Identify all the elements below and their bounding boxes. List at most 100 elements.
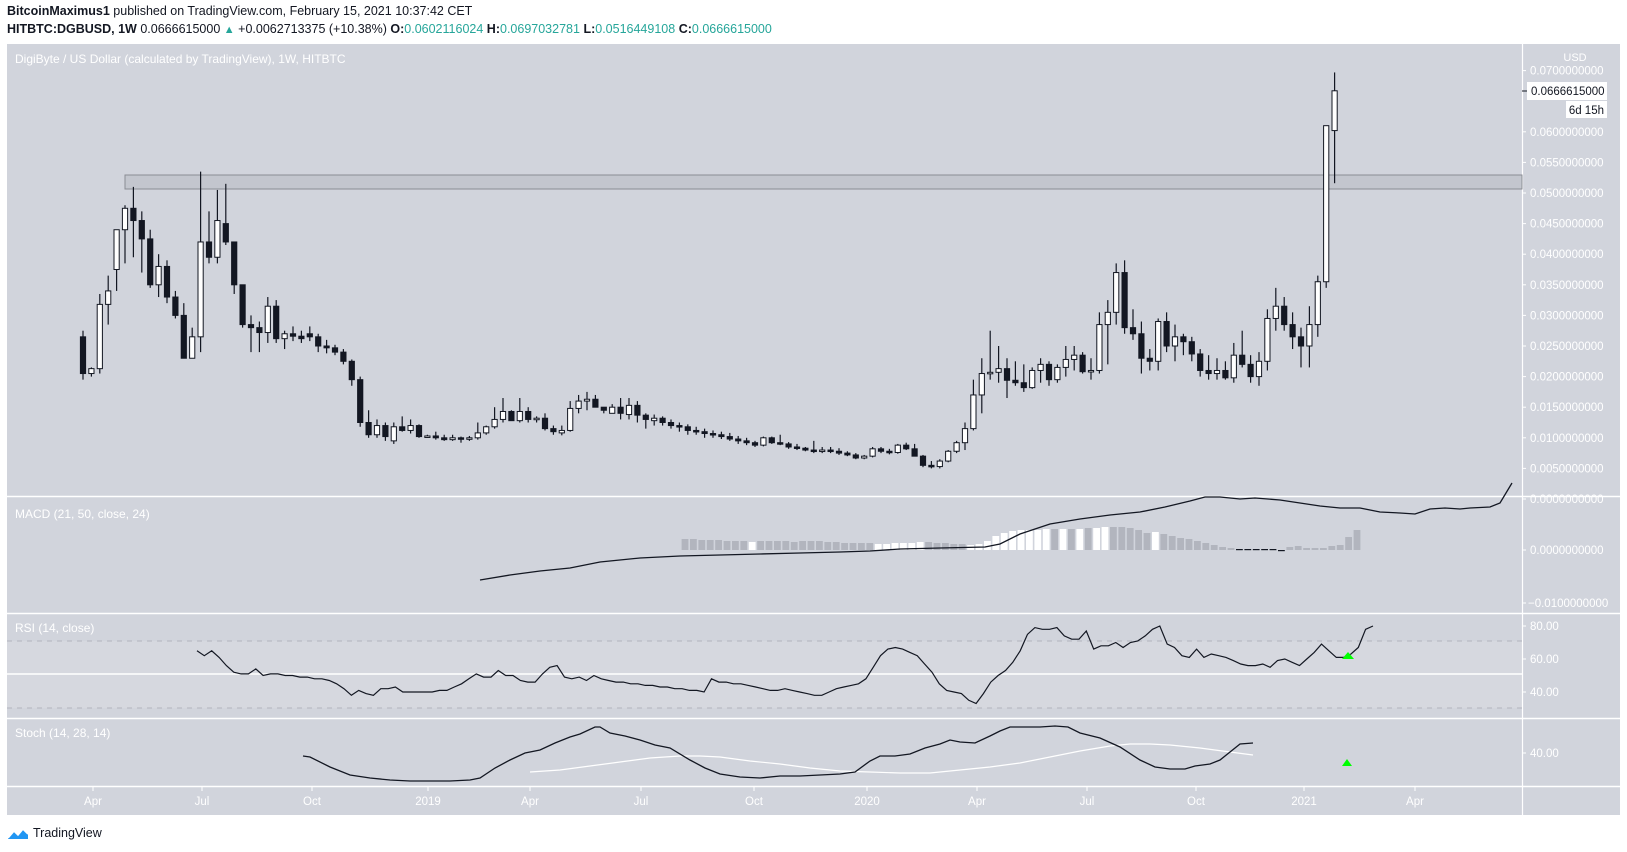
candle xyxy=(726,436,733,440)
time-axis-tick: Apr xyxy=(968,796,986,808)
candle xyxy=(701,431,708,435)
candle xyxy=(659,417,666,424)
candle xyxy=(247,324,255,329)
candle xyxy=(1163,321,1170,347)
candle xyxy=(189,336,196,359)
candle xyxy=(105,290,112,305)
candle xyxy=(802,447,809,451)
time-axis-tick: 2020 xyxy=(854,796,880,808)
candle xyxy=(1314,281,1321,326)
candle xyxy=(625,404,633,416)
candle xyxy=(1188,341,1195,355)
candle xyxy=(121,207,129,231)
candle xyxy=(1121,272,1128,329)
candle xyxy=(130,207,137,222)
candle xyxy=(256,327,263,334)
candle xyxy=(289,333,297,337)
candle xyxy=(550,428,557,433)
price-axis-tick: 0.0300000000 xyxy=(1530,310,1604,322)
candle xyxy=(1146,357,1153,362)
author-name[interactable]: BitcoinMaximus1 xyxy=(7,4,110,18)
macd-axis-tick: 0.0000000000 xyxy=(1530,545,1604,557)
price-axis[interactable]: 0.0000000000 0.0050000000 0.0100000000 0.01… xyxy=(1522,66,1604,506)
candle xyxy=(1197,353,1204,371)
close-value: 0.0666615000 xyxy=(691,22,772,36)
candle xyxy=(634,404,641,416)
candle xyxy=(567,407,574,431)
candle xyxy=(592,398,599,408)
candle xyxy=(844,452,851,456)
rsi-axis-tick: 40.00 xyxy=(1530,687,1559,699)
price-axis-tick: 0.0150000000 xyxy=(1530,402,1604,414)
candle xyxy=(903,444,910,450)
price-axis-tick: 0.0200000000 xyxy=(1530,372,1604,384)
candle xyxy=(331,347,339,353)
candle xyxy=(491,418,498,428)
candle xyxy=(180,314,187,359)
resistance-zone[interactable] xyxy=(124,174,1523,190)
candle xyxy=(399,426,406,431)
price-change: +0.0062713375 (+10.38%) xyxy=(238,22,387,36)
candle xyxy=(583,398,591,402)
candle xyxy=(718,434,725,438)
candle xyxy=(382,425,389,438)
candle xyxy=(1113,272,1120,313)
candle xyxy=(1087,369,1095,373)
candle xyxy=(449,437,456,441)
time-axis[interactable]: Apr Jul Oct 2019 Apr Jul Oct 2020 Apr Jul Oct 2021 A… xyxy=(84,787,1424,808)
candle xyxy=(978,373,985,396)
candle xyxy=(1331,90,1338,132)
candle xyxy=(432,435,439,439)
candle xyxy=(1230,354,1237,379)
candle xyxy=(441,437,448,441)
candle xyxy=(306,333,313,338)
rsi-axis-tick: 80.00 xyxy=(1530,621,1559,633)
candle xyxy=(558,429,565,434)
tradingview-branding[interactable]: TradingView xyxy=(7,826,102,840)
candle xyxy=(214,220,221,258)
main-pane-title: DigiByte / US Dollar (calculated by Trad… xyxy=(15,52,346,66)
price-axis-tick: 0.0700000000 xyxy=(1530,66,1604,78)
stoch-d-line xyxy=(529,743,1254,774)
candle xyxy=(1171,336,1179,347)
candle xyxy=(231,241,238,286)
candle xyxy=(760,437,767,446)
candle xyxy=(894,444,901,453)
candle xyxy=(457,437,465,440)
candle xyxy=(961,428,969,444)
candle xyxy=(642,414,649,420)
candle xyxy=(172,296,179,316)
candle xyxy=(1306,324,1313,347)
candle xyxy=(1037,363,1044,371)
publish-text: published on TradingView.com, February 1… xyxy=(113,4,473,18)
stoch-k-line xyxy=(302,725,1254,782)
candle xyxy=(1323,125,1330,283)
symbol-legend: HITBTC:DGBUSD, 1W 0.0666615000 ▲ +0.0062… xyxy=(7,22,772,36)
candle xyxy=(777,442,784,445)
price-axis-tick: 0.0500000000 xyxy=(1530,188,1604,200)
candle xyxy=(1239,354,1246,365)
candle xyxy=(1281,305,1288,326)
time-axis-tick: Apr xyxy=(521,796,539,808)
candle xyxy=(1129,327,1137,335)
candle xyxy=(239,284,246,326)
price-axis-tick: 0.0550000000 xyxy=(1530,157,1604,169)
candlestick-series xyxy=(79,72,1338,469)
candle xyxy=(575,400,582,409)
time-axis-tick: Apr xyxy=(1406,796,1424,808)
candle xyxy=(281,333,288,340)
candle xyxy=(945,450,952,462)
time-axis-tick: Oct xyxy=(303,796,322,808)
candle xyxy=(936,460,943,468)
candle xyxy=(264,305,271,334)
candle xyxy=(222,223,229,243)
candle xyxy=(1054,366,1061,381)
candle xyxy=(684,426,691,431)
time-axis-tick: 2019 xyxy=(415,796,441,808)
macd-label[interactable]: MACD (21, 50, close, 24) xyxy=(15,507,150,521)
tradingview-logo-icon xyxy=(7,827,29,839)
rsi-label[interactable]: RSI (14, close) xyxy=(15,621,94,635)
candle xyxy=(1264,317,1271,362)
stoch-label[interactable]: Stoch (14, 28, 14) xyxy=(15,726,110,740)
